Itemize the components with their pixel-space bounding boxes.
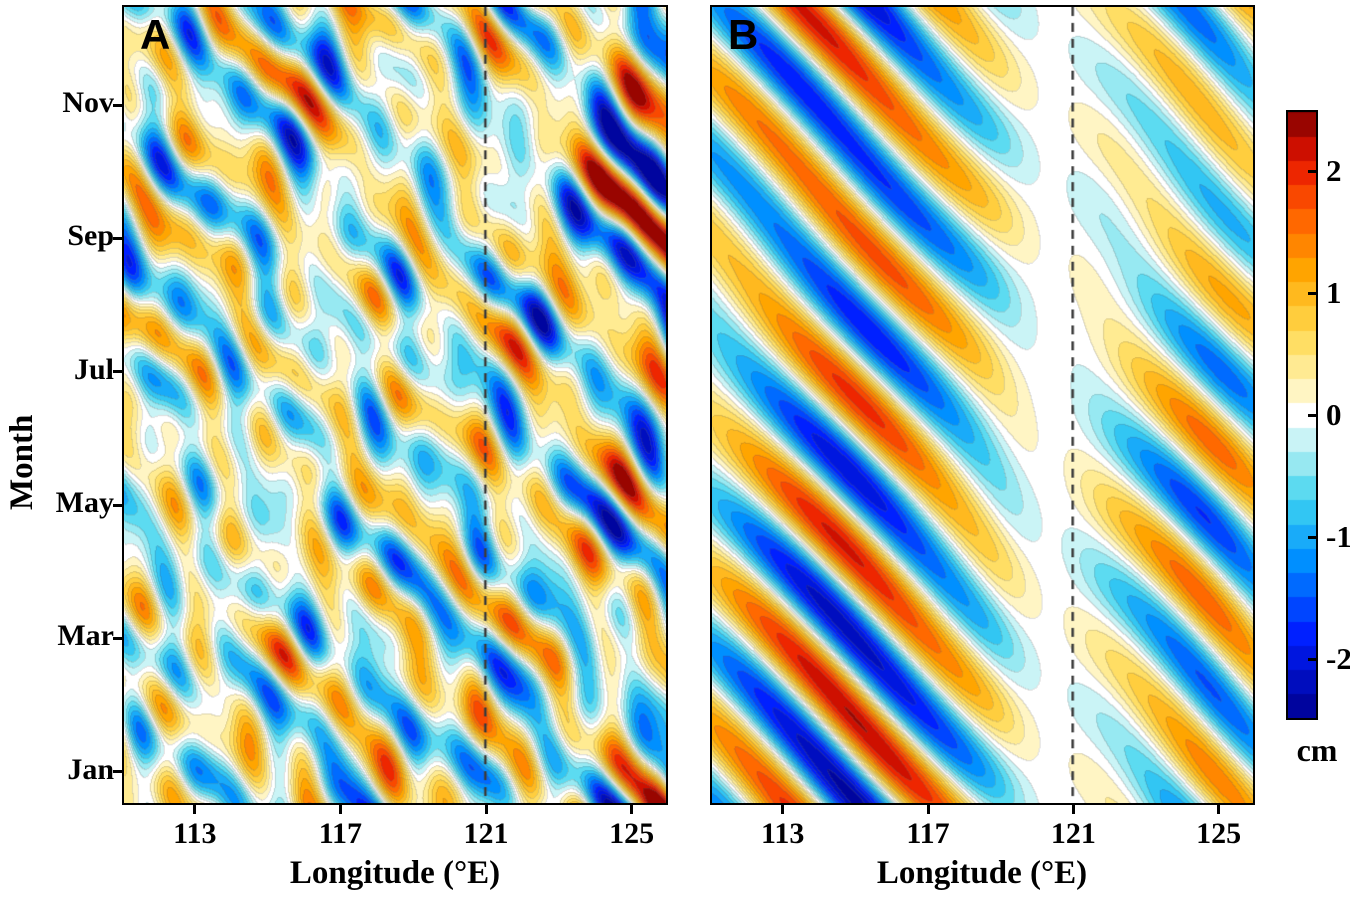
- panel-a-x-axis-title: Longitude (°E): [289, 855, 501, 891]
- panel-a: A: [122, 5, 668, 805]
- x-tick-label: 125: [609, 817, 655, 850]
- x-tick-label: 113: [760, 817, 805, 850]
- colorbar-tick-label: 0: [1326, 397, 1342, 432]
- x-tick-label: 125: [1196, 817, 1242, 850]
- panel-a-label: A: [140, 11, 171, 58]
- y-tick-label: Sep: [67, 219, 114, 253]
- panel-b-label: B: [728, 11, 759, 58]
- panel-a-heatmap: [124, 7, 666, 803]
- y-tick-label: Mar: [57, 619, 114, 653]
- x-tick-mark: [781, 805, 785, 814]
- colorbar-tick-label: 1: [1326, 275, 1342, 310]
- panel-b: B: [710, 5, 1255, 805]
- panel-b-x-axis-title: Longitude (°E): [876, 855, 1088, 891]
- x-tick-mark: [1217, 805, 1221, 814]
- colorbar-tick-label: -2: [1326, 641, 1350, 676]
- y-tick-label: May: [55, 486, 114, 519]
- colorbar-tick-label: -1: [1326, 519, 1350, 554]
- colorbar-tick-mark: [1308, 413, 1317, 417]
- x-tick-mark: [193, 805, 197, 814]
- colorbar-tick-mark: [1308, 169, 1317, 173]
- y-tick-mark: [113, 236, 122, 240]
- x-tick-label: 117: [318, 817, 363, 850]
- y-tick-mark: [113, 370, 122, 374]
- y-tick-mark: [113, 103, 122, 107]
- y-tick-label: Jan: [67, 752, 114, 786]
- x-tick-label: 121: [1050, 817, 1096, 850]
- x-tick-mark: [926, 805, 930, 814]
- panel-b-heatmap: [712, 7, 1253, 803]
- colorbar-tick-mark: [1308, 657, 1317, 661]
- x-tick-mark: [1071, 805, 1075, 814]
- colorbar-tick-mark: [1308, 535, 1317, 539]
- y-tick-mark: [113, 636, 122, 640]
- x-tick-label: 121: [463, 817, 509, 850]
- colorbar-unit-label: cm: [1296, 732, 1338, 768]
- y-tick-label: Nov: [62, 86, 114, 119]
- x-tick-label: 113: [173, 817, 217, 850]
- y-tick-mark: [113, 770, 122, 774]
- x-tick-mark: [630, 805, 634, 814]
- colorbar-tick-label: 2: [1326, 153, 1342, 188]
- y-tick-mark: [113, 503, 122, 507]
- x-tick-mark: [338, 805, 342, 814]
- colorbar-tick-mark: [1308, 291, 1317, 295]
- x-tick-mark: [484, 805, 488, 814]
- x-tick-label: 117: [906, 817, 950, 850]
- y-tick-label: Jul: [73, 352, 114, 386]
